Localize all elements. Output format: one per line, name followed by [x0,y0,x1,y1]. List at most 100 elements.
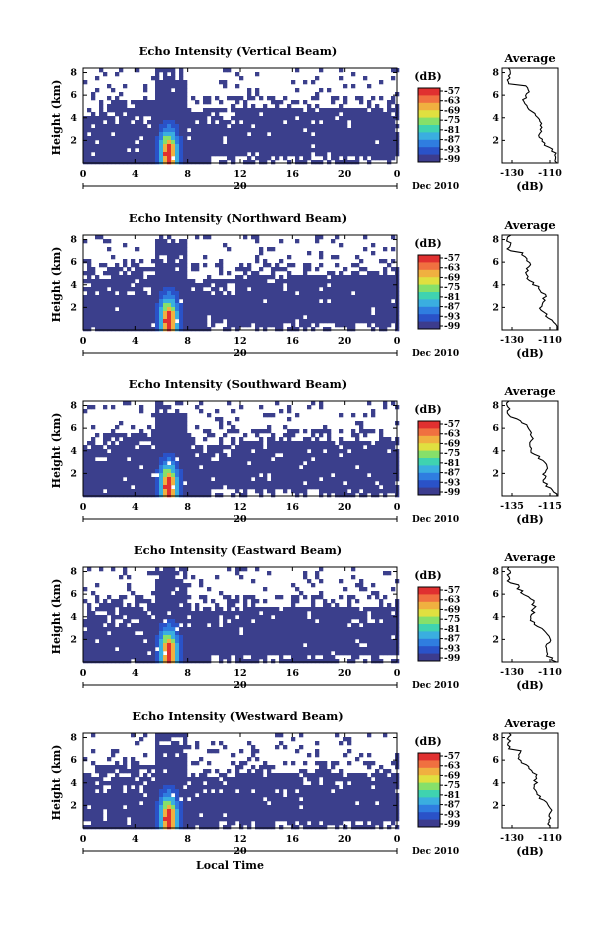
echo-cell [87,493,92,498]
echo-cell [107,603,112,608]
panel-title: Echo Intensity (Vertical Beam) [139,44,338,58]
echo-cell [347,287,352,292]
echo-cell [179,413,184,418]
echo-cell [83,631,88,636]
echo-cell [267,571,272,576]
echo-cell [375,275,380,280]
echo-cell [235,647,240,652]
echo-cell [323,643,328,648]
echo-cell [135,441,140,446]
echo-cell [115,311,120,316]
echo-cell [231,627,236,632]
echo-cell [343,156,348,161]
echo-cell [107,295,112,300]
echo-cell [139,315,144,320]
echo-cell [311,599,316,604]
echo-cell [127,655,132,660]
echo-cell [91,619,96,624]
echo-cell [343,287,348,292]
echo-cell [283,307,288,312]
echo-cell [259,607,264,612]
echo-cell [287,148,292,153]
colorbar-swatch [418,443,440,451]
echo-cell [147,279,152,284]
echo-cell [307,579,312,584]
echo-cell [139,140,144,145]
echo-cell [195,449,200,454]
echo-cell [119,489,124,494]
echo-cell [331,445,336,450]
echo-cell [183,595,188,600]
echo-cell [371,275,376,280]
echo-cell [167,120,172,125]
echo-cell [263,148,268,153]
echo-cell [155,485,160,490]
echo-cell [131,259,136,264]
echo-cell [119,615,124,620]
echo-cell [375,615,380,620]
echo-cell [155,247,160,252]
echo-cell [123,84,128,89]
echo-cell [347,473,352,478]
echo-cell [187,441,192,446]
echo-cell [155,323,160,328]
echo-cell [167,132,172,137]
echo-cell [287,461,292,466]
echo-cell [351,635,356,640]
echo-cell [359,583,364,588]
echo-cell [223,315,228,320]
echo-cell [147,623,152,628]
echo-cell [203,655,208,660]
echo-cell [87,635,92,640]
echo-cell [355,461,360,466]
echo-cell [283,295,288,300]
echo-cell [327,327,332,332]
echo-cell [379,108,384,113]
echo-cell [255,156,260,161]
echo-cell [203,493,208,498]
echo-cell [323,599,328,604]
echo-cell [103,128,108,133]
echo-cell [159,283,164,288]
echo-cell [91,489,96,494]
echo-cell [299,108,304,113]
echo-cell [171,571,176,576]
echo-cell [315,461,320,466]
echo-cell [143,156,148,161]
echo-cell [131,623,136,628]
echo-cell [235,465,240,470]
echo-cell [263,461,268,466]
echo-cell [135,477,140,482]
echo-cell [263,607,268,612]
echo-cell [187,635,192,640]
echo-cell [255,643,260,648]
echo-cell [127,481,132,486]
echo-cell [175,591,180,596]
echo-cell [151,647,156,652]
echo-cell [99,307,104,312]
echo-cell [251,655,256,660]
echo-cell [87,263,92,268]
echo-cell [335,235,340,240]
echo-cell [335,323,340,328]
echo-cell [299,148,304,153]
echo-cell [307,453,312,458]
echo-cell [215,303,220,308]
echo-cell [183,247,188,252]
colorbar-unit: (dB) [414,70,441,83]
echo-cell [383,319,388,324]
echo-cell [303,156,308,161]
echo-cell [239,567,244,572]
echo-cell [331,116,336,121]
echo-cell [379,120,384,125]
echo-cell [191,461,196,466]
echo-cell [171,283,176,288]
echo-cell [291,319,296,324]
echo-cell [347,108,352,113]
echo-cell [83,295,88,300]
y-tick-label: 4 [70,446,77,457]
echo-cell [163,639,168,644]
echo-cell [215,279,220,284]
y-tick-label: 8 [70,401,77,412]
echo-cell [363,469,368,474]
